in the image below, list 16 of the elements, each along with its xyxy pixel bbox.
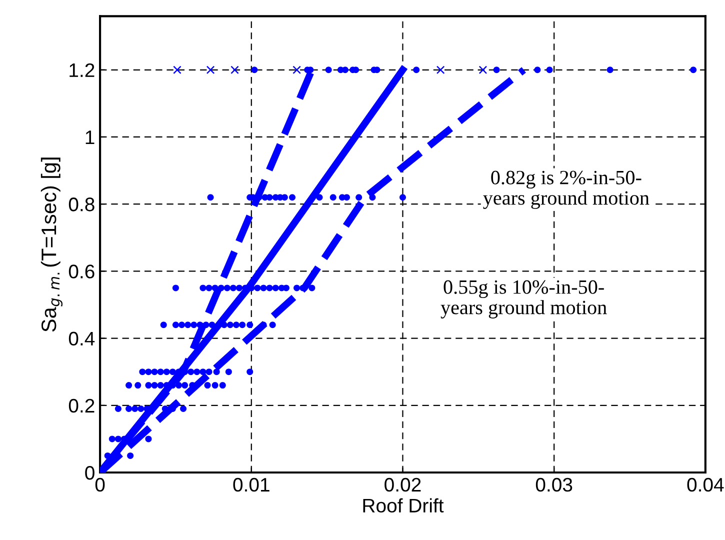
y-tick-label: 0.8 [68,198,94,212]
y-tick-label: 0 [85,466,94,480]
y-tick-label: 0.6 [68,264,94,278]
x-tick-label: 0 [95,478,105,492]
x-tick-label: 0.01 [233,478,270,492]
annotation: 0.82g is 2%-in-50- years ground motion [483,170,650,209]
y-tick-label: 0.4 [68,332,95,346]
x-tick-label: 0.03 [536,478,572,492]
y-tick-label: 0.2 [68,398,94,413]
annotation: 0.55g is 10%-in-50- years ground motion [440,280,607,318]
y-tick-label: 1.2 [70,63,94,77]
x-tick-label: 0.04 [687,478,724,492]
y-tick-label: 1 [86,130,94,144]
y-axis-title: Sa$_{g.m.}$(T=1sec) [g] [40,158,62,332]
x-tick-label: 0.02 [384,478,421,492]
x-axis-title: Roof Drift [363,498,444,513]
